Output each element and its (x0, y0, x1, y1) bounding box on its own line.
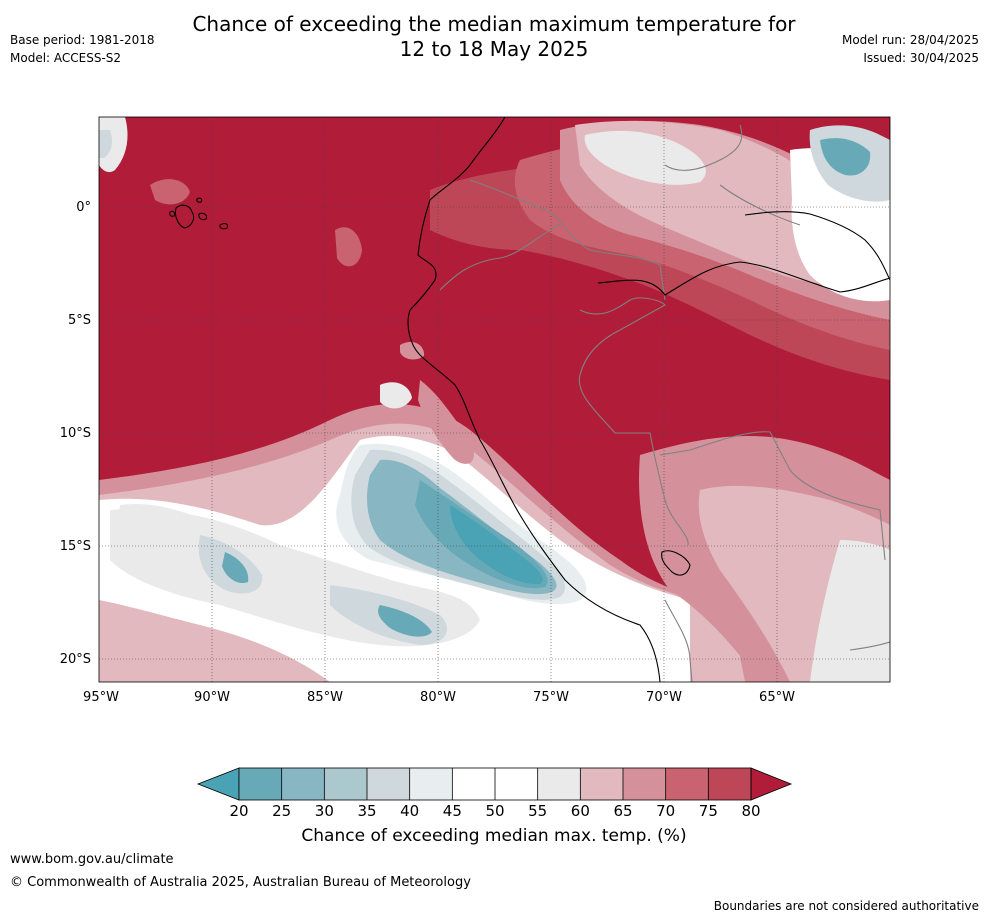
contour-20-north (820, 138, 871, 176)
colorbar-tick-label: 70 (656, 802, 675, 820)
lon-label-75w: 75°W (533, 690, 569, 705)
colorbar-tick-label: 80 (741, 802, 760, 820)
colorbar-tick-label: 60 (571, 802, 590, 820)
island-santa-cruz (198, 212, 207, 221)
colorbar-tick-label: 35 (357, 802, 376, 820)
lon-label-80w: 80°W (420, 690, 456, 705)
colorbar-swatch (665, 768, 709, 800)
colorbar-swatch (239, 768, 282, 800)
contour-55-north (584, 130, 706, 185)
title-line-1: Chance of exceeding the median maximum t… (192, 12, 796, 36)
contour-65-coast (418, 380, 475, 464)
colorbar-tick-labels: 20 25 30 35 40 45 50 55 60 65 70 75 80 (229, 802, 760, 820)
colorbar-swatch (324, 768, 368, 800)
colorbar-swatch (708, 768, 752, 800)
lat-label-5s: 5°S (68, 313, 91, 328)
border-ecuador-colombia (469, 179, 666, 301)
coast-pacific-south-america (407, 117, 661, 682)
colorbar-tick-label: 20 (229, 802, 248, 820)
colorbar-swatch (452, 768, 496, 800)
graticule (99, 117, 890, 682)
lon-label-85w: 85°W (307, 690, 343, 705)
island-isabela (175, 204, 195, 229)
lon-label-70w: 70°W (646, 690, 682, 705)
border-venezuela-brazil (719, 184, 801, 226)
contour-70-patch-1 (150, 179, 190, 205)
lon-label-95w: 95°W (83, 690, 119, 705)
colorbar-tick-label: 55 (528, 802, 547, 820)
colorbar-swatch (495, 768, 538, 800)
contour-20-west (222, 552, 249, 584)
lat-label-20s: 20°S (60, 652, 91, 667)
contour-15-south (450, 505, 543, 585)
map-frame (98, 116, 891, 683)
model-label: Model: ACCESS-S2 (10, 51, 122, 65)
colorbar-swatch (281, 768, 325, 800)
colorbar-tick-label: 40 (400, 802, 419, 820)
galapagos-islands (169, 197, 228, 230)
lon-label-90w: 90°W (194, 690, 230, 705)
footer-url[interactable]: www.bom.gov.au/climate (10, 852, 174, 867)
lat-label-10s: 10°S (60, 426, 91, 441)
issued-label: Issued: 30/04/2025 (863, 51, 979, 65)
colorbar-frame (238, 767, 752, 801)
contour-20-southeast (378, 605, 432, 637)
border-colombia-venezuela (664, 124, 743, 171)
lat-label-0: 0° (76, 200, 91, 215)
coast-caribbean (744, 211, 890, 281)
footer-note: Boundaries are not considered authoritat… (713, 899, 979, 913)
country-borders (439, 124, 890, 682)
colorbar-tick-label: 50 (485, 802, 504, 820)
colorbar-tick-label: 75 (699, 802, 718, 820)
contour-70-patch-2 (335, 227, 362, 267)
coast-north-venezuela (597, 261, 890, 296)
lon-tick-labels: 95°W 90°W 85°W 80°W 75°W 70°W 65°W (83, 690, 795, 705)
colorbar-tick-label: 45 (443, 802, 462, 820)
colorbar-high-extension (750, 767, 793, 801)
lat-tick-labels: 0° 5°S 10°S 15°S 20°S (60, 200, 91, 667)
colorbar-tick-label: 65 (613, 802, 632, 820)
island-fernandina (169, 210, 176, 217)
contour-35-northwest (99, 130, 112, 158)
title-line-2: 12 to 18 May 2025 (399, 37, 589, 61)
colorbar-swatch (409, 768, 453, 800)
border-peru-bolivia (659, 431, 886, 561)
colorbar-swatch (537, 768, 581, 800)
colorbar-swatches (239, 768, 752, 800)
lake-titicaca (661, 550, 691, 576)
island-genovesa (196, 197, 203, 203)
colorbar-swatch (367, 768, 410, 800)
contour-65-patch-3 (400, 342, 425, 360)
base-period-label: Base period: 1981-2018 (10, 33, 155, 47)
colorbar-swatch (623, 768, 666, 800)
footer-copyright: © Commonwealth of Australia 2025, Austra… (10, 875, 471, 890)
contour-55-coast (380, 382, 412, 409)
colorbar-title: Chance of exceeding median max. temp. (%… (301, 826, 687, 846)
border-bolivia-paraguay (849, 641, 890, 651)
colorbar-low-extension (196, 767, 240, 801)
border-peru-brazil (578, 297, 689, 546)
border-bolivia-chile (664, 599, 693, 682)
colorbar-tick-label: 30 (315, 802, 334, 820)
colorbar: 20 25 30 35 40 45 50 55 60 65 70 75 80 (196, 767, 793, 820)
border-ecuador-peru (439, 224, 561, 291)
map-plot-area (99, 117, 890, 682)
colorbar-swatch (580, 768, 624, 800)
model-run-label: Model run: 28/04/2025 (841, 33, 979, 47)
lat-label-15s: 15°S (60, 539, 91, 554)
island-san-cristobal (219, 223, 228, 230)
coastlines (407, 117, 890, 682)
colorbar-tick-label: 25 (272, 802, 291, 820)
lon-label-65w: 65°W (759, 690, 795, 705)
